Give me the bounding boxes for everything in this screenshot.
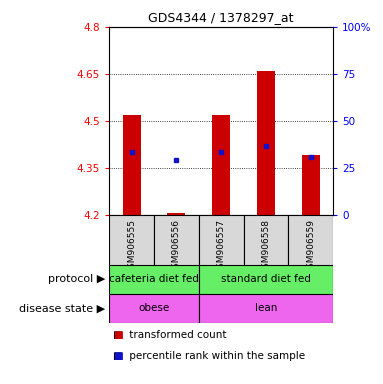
Bar	[199, 294, 333, 323]
Bar	[154, 215, 199, 265]
Text: standard diet fed: standard diet fed	[221, 274, 311, 285]
Bar	[109, 215, 154, 265]
Bar	[244, 215, 288, 265]
Text: GSM906556: GSM906556	[172, 219, 181, 274]
Bar	[167, 214, 185, 215]
Title: GDS4344 / 1378297_at: GDS4344 / 1378297_at	[149, 11, 294, 24]
Bar	[199, 215, 244, 265]
Text: disease state ▶: disease state ▶	[19, 303, 105, 313]
Text: GSM906558: GSM906558	[262, 219, 270, 274]
Text: lean: lean	[255, 303, 277, 313]
Text: cafeteria diet fed: cafeteria diet fed	[109, 274, 199, 285]
Bar	[109, 294, 199, 323]
Text: ■: ■	[113, 330, 123, 340]
Bar	[123, 115, 141, 215]
Text: ■  percentile rank within the sample: ■ percentile rank within the sample	[113, 351, 305, 361]
Text: GSM906555: GSM906555	[127, 219, 136, 274]
Text: obese: obese	[138, 303, 170, 313]
Bar	[199, 265, 333, 294]
Text: protocol ▶: protocol ▶	[48, 274, 105, 285]
Bar	[302, 156, 320, 215]
Text: GSM906559: GSM906559	[306, 219, 315, 274]
Bar	[257, 71, 275, 215]
Bar	[288, 215, 333, 265]
Text: ■  transformed count: ■ transformed count	[113, 330, 226, 340]
Bar	[109, 265, 199, 294]
Text: GSM906557: GSM906557	[217, 219, 226, 274]
Bar	[212, 115, 230, 215]
Text: ■: ■	[113, 351, 123, 361]
